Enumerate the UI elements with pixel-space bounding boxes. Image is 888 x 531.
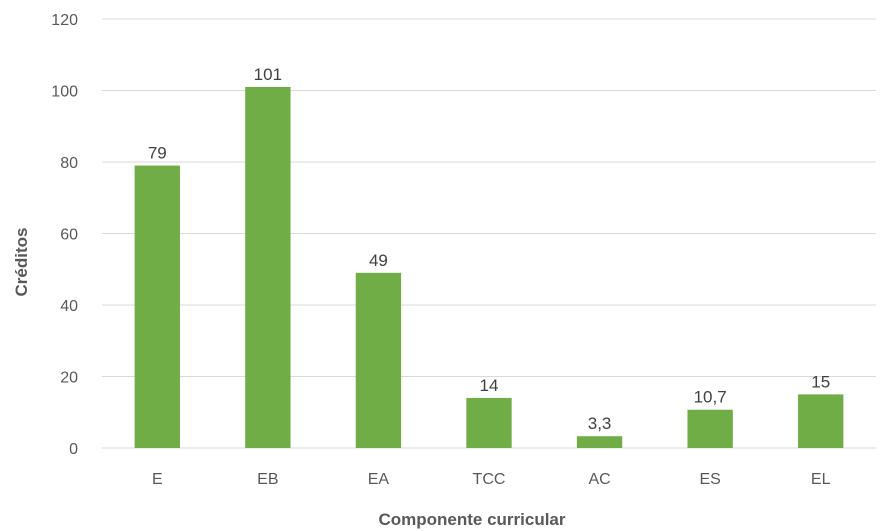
- data-labels: 79 101 49 14 3,3 10,7 15: [148, 65, 830, 433]
- bar: [134, 165, 180, 448]
- x-tick-label: E: [152, 471, 163, 488]
- bar: [355, 272, 402, 448]
- y-tick-label: 60: [60, 227, 78, 244]
- data-label: 101: [254, 65, 282, 84]
- x-tick-label: ES: [699, 471, 720, 488]
- y-tick-label: 100: [51, 84, 78, 101]
- bar: [245, 86, 291, 449]
- data-label: 15: [811, 372, 830, 391]
- bar: [466, 397, 512, 448]
- y-tick-label: 120: [51, 12, 78, 29]
- y-tick-label: 20: [60, 370, 78, 387]
- bar: [687, 409, 733, 448]
- x-tick-label: AC: [588, 471, 610, 488]
- x-tick-label: EB: [257, 471, 278, 488]
- bar: [576, 436, 623, 448]
- data-label: 14: [480, 376, 499, 395]
- y-axis-title: Créditos: [12, 228, 31, 297]
- y-tick-label: 80: [60, 155, 78, 172]
- bars: [134, 86, 844, 449]
- data-label: 3,3: [588, 414, 612, 433]
- y-tick-label: 40: [60, 298, 78, 315]
- x-axis-ticks: E EB EA TCC AC ES EL: [152, 471, 831, 488]
- data-label: 10,7: [694, 388, 727, 407]
- bar: [798, 394, 844, 448]
- x-tick-label: EA: [368, 471, 390, 488]
- x-tick-label: TCC: [473, 471, 506, 488]
- y-tick-label: 0: [69, 441, 78, 458]
- data-label: 49: [369, 251, 388, 270]
- y-axis-ticks: 0 20 40 60 80 100 120: [51, 12, 78, 458]
- x-tick-label: EL: [811, 471, 831, 488]
- data-label: 79: [148, 144, 167, 163]
- x-axis-title: Componente curricular: [378, 510, 565, 529]
- gridlines: [102, 18, 876, 449]
